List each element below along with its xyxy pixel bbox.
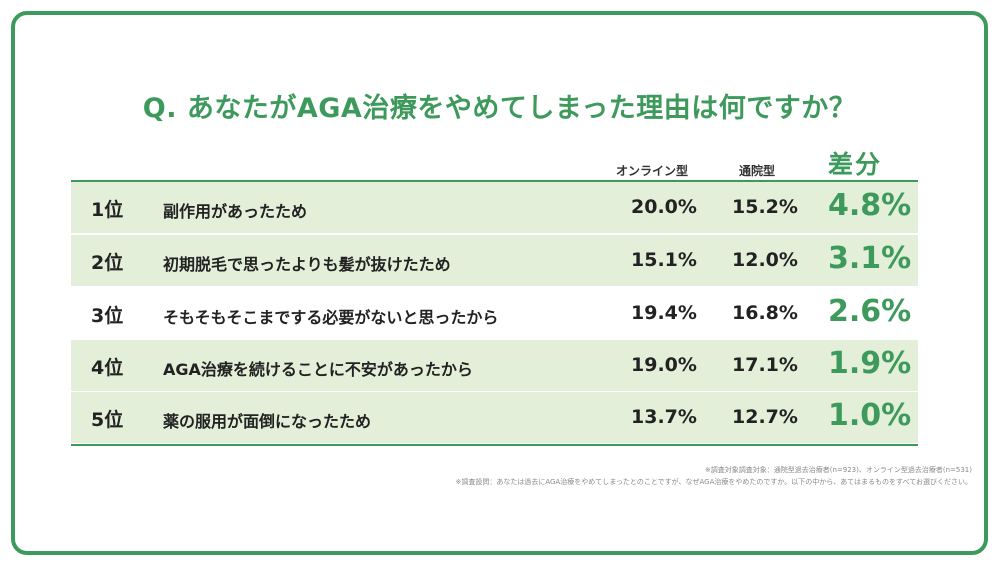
online-value: 19.4%	[631, 302, 697, 324]
column-header-online: オンライン型	[616, 164, 689, 178]
rank-label: 5位	[91, 409, 124, 431]
reason-text: AGA治療を続けることに不安があったから	[163, 360, 473, 379]
diff-value: 1.0%	[828, 398, 912, 433]
diff-value: 1.9%	[828, 346, 912, 381]
chart-title: Q. あなたがAGA治療をやめてしまった理由は何ですか？	[142, 93, 857, 124]
tsuuin-value: 12.0%	[732, 249, 798, 271]
ranking-table: 1位 副作用があったため 20.0% 15.2% 4.8% 2位 初期脱毛で思っ…	[71, 180, 918, 446]
column-header-tsuuin: 通院型	[739, 164, 776, 178]
diff-value: 2.6%	[828, 294, 912, 329]
table-row-5: 5位 薬の服用が面倒になったため 13.7% 12.7% 1.0%	[71, 392, 918, 443]
survey-question-note: ※調査設問：あなたは過去にAGA治療をやめてしまったとのことですが、なぜAGA治…	[455, 478, 972, 486]
reason-text: 薬の服用が面倒になったため	[163, 412, 372, 431]
tsuuin-value: 15.2%	[732, 196, 798, 218]
tsuuin-value: 16.8%	[732, 302, 798, 324]
online-value: 20.0%	[631, 196, 697, 218]
rank-label: 1位	[91, 199, 124, 221]
diff-value: 3.1%	[828, 241, 912, 276]
online-value: 15.1%	[631, 249, 697, 271]
reason-text: 初期脱毛で思ったよりも髪が抜けたため	[163, 255, 451, 274]
survey-target-note: ※調査対象調査対象：通院型過去治療者(n=923)、オンライン型過去治療者(n=…	[704, 466, 972, 474]
diff-value: 4.8%	[828, 188, 912, 223]
online-value: 19.0%	[631, 354, 697, 376]
table-row-1: 1位 副作用があったため 20.0% 15.2% 4.8%	[71, 182, 918, 233]
table-row-2: 2位 初期脱毛で思ったよりも髪が抜けたため 15.1% 12.0% 3.1%	[71, 235, 918, 286]
rank-label: 4位	[91, 357, 124, 379]
tsuuin-value: 17.1%	[732, 354, 798, 376]
reason-text: 副作用があったため	[163, 202, 308, 221]
rank-label: 2位	[91, 252, 124, 274]
column-header-diff: 差分	[828, 150, 883, 179]
table-row-4: 4位 AGA治療を続けることに不安があったから 19.0% 17.1% 1.9%	[71, 340, 918, 391]
reason-text: そもそもそこまでする必要がないと思ったから	[163, 308, 499, 327]
online-value: 13.7%	[631, 406, 697, 428]
tsuuin-value: 12.7%	[732, 406, 798, 428]
table-row-3: 3位 そもそもそこまでする必要がないと思ったから 19.4% 16.8% 2.6…	[71, 288, 918, 339]
rank-label: 3位	[91, 305, 124, 327]
